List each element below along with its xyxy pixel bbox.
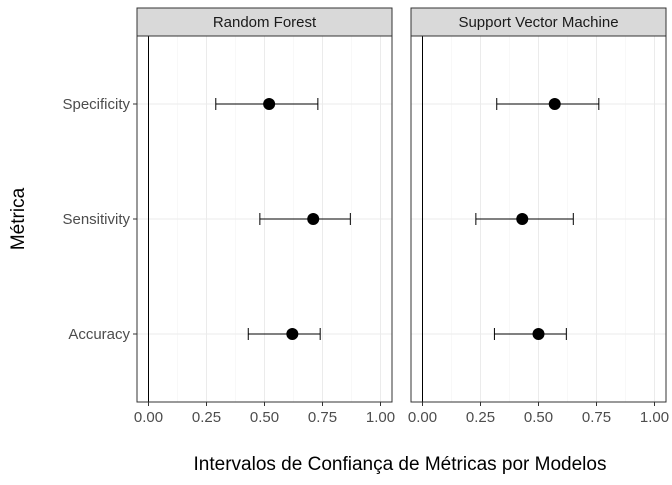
x-tick-label: 1.00 [366,409,395,426]
data-point [307,213,320,225]
x-axis-title: Intervalos de Confiança de Métricas por … [194,454,607,475]
x-tick-label: 0.50 [250,409,279,426]
x-tick-label: 1.00 [640,409,669,426]
facet-panel: Support Vector Machine 0.00 0.25 0.50 0.75 1.… [408,7,669,426]
data-point [286,328,299,340]
x-tick-label: 0.25 [466,409,495,426]
x-tick-label: 0.00 [408,409,437,426]
facet-strip [410,7,667,37]
facet-strip-label: Support Vector Machine [458,14,618,31]
x-tick-label: 0.75 [582,409,611,426]
data-point [548,98,561,110]
y-axis-title: Métrica [8,187,29,250]
data-point [263,98,276,110]
x-tick-label: 0.50 [524,409,553,426]
facet-strip [136,7,393,37]
y-tick-label: Specificity [62,96,130,113]
y-axis: Specificity Sensitivity Accuracy [62,96,137,343]
y-tick-label: Accuracy [68,326,130,343]
x-tick-label: 0.25 [192,409,221,426]
y-tick-label: Sensitivity [62,211,130,228]
data-point [532,328,545,340]
x-tick-label: 0.00 [134,409,163,426]
data-point [516,213,529,225]
facet-strip-label: Random Forest [213,14,317,31]
x-tick-label: 0.75 [308,409,337,426]
facet-panel: Random Forest 0.00 0.25 0.50 0.75 1.00 [134,7,395,426]
